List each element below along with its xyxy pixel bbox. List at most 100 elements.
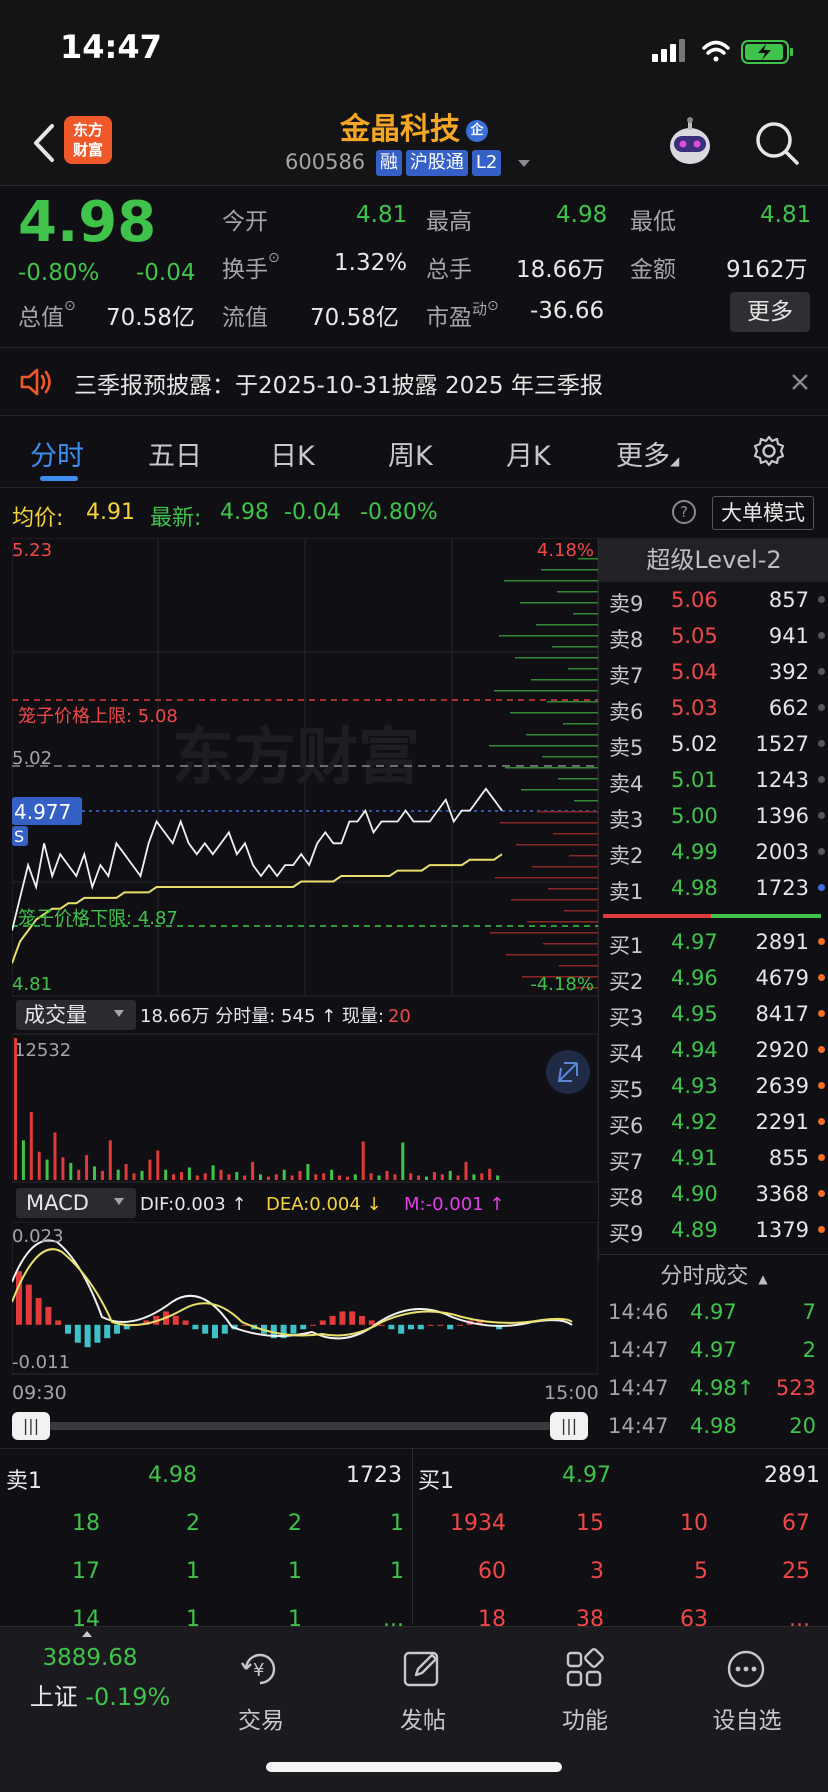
volume-bar xyxy=(172,1174,176,1180)
bid-row[interactable]: 买6 4.92 2291 xyxy=(599,1104,828,1140)
volume-bar xyxy=(369,1173,373,1180)
home-indicator xyxy=(266,1762,562,1772)
ask-row[interactable]: 卖6 5.03 662 xyxy=(599,690,828,726)
stock-title[interactable]: 金晶科技企 xyxy=(0,104,828,148)
ask-volume: 1723 xyxy=(755,876,809,900)
pe-value: -36.66 xyxy=(530,298,605,324)
depth-bar xyxy=(531,679,598,681)
volume-bar xyxy=(251,1161,255,1180)
scroll-left-handle[interactable]: ||| xyxy=(12,1412,50,1440)
volume-bar xyxy=(219,1169,223,1180)
low-label: 最低 xyxy=(630,209,676,235)
tab-monthly-k[interactable]: 月K xyxy=(506,441,551,472)
volume-bar xyxy=(322,1173,326,1180)
ask-row[interactable]: 卖4 5.01 1243 xyxy=(599,762,828,798)
level2-order-book: 超级Level-2 卖9 5.06 857 卖8 5.05 941 卖7 5.04 392 卖6 5… xyxy=(598,538,828,1289)
bid-row[interactable]: 买8 4.90 3368 xyxy=(599,1176,828,1212)
tab-weekly-k[interactable]: 周K xyxy=(388,441,433,472)
order-dot-icon xyxy=(818,938,825,945)
pe-sup: 动 xyxy=(472,300,488,318)
price-line xyxy=(12,787,503,931)
more-quote-button[interactable]: 更多 xyxy=(730,292,810,332)
depth-bar xyxy=(516,844,598,846)
tab-five-day[interactable]: 五日 xyxy=(148,441,202,472)
volume-bar xyxy=(298,1170,302,1180)
nav-functions[interactable]: 功能 xyxy=(502,1627,668,1747)
ask-row[interactable]: 卖8 5.05 941 xyxy=(599,618,828,654)
trade-row: 14:47 4.97 2 xyxy=(598,1334,828,1370)
chart-watermark: 东方财富 xyxy=(172,720,420,793)
bid-row[interactable]: 买9 4.89 1379 xyxy=(599,1212,828,1248)
macd-bar xyxy=(457,1324,463,1326)
chart-range-scrollbar[interactable]: ||| ||| xyxy=(12,1412,588,1440)
tab-intraday[interactable]: 分时 xyxy=(30,441,84,472)
ask-row[interactable]: 卖7 5.04 392 xyxy=(599,654,828,690)
macd-min-label: -0.011 xyxy=(12,1352,70,1373)
ask-row[interactable]: 卖3 5.00 1396 xyxy=(599,798,828,834)
ask-row[interactable]: 卖2 4.99 2003 xyxy=(599,834,828,870)
mcap-value: 70.58亿 xyxy=(106,305,195,331)
macd-bar xyxy=(496,1324,503,1330)
macd-bar xyxy=(55,1320,62,1325)
trade-row: 14:47 4.98↑ 523 xyxy=(598,1372,828,1408)
macd-bar xyxy=(35,1298,42,1325)
bid-row[interactable]: 买4 4.94 2920 xyxy=(599,1032,828,1068)
volume-bar xyxy=(243,1175,247,1180)
help-icon[interactable]: ? xyxy=(672,500,696,524)
ask-price: 5.05 xyxy=(671,624,718,648)
stock-code: 600586 xyxy=(285,150,366,174)
nav-post[interactable]: 发帖 xyxy=(340,1627,506,1747)
bid-row[interactable]: 买5 4.93 2639 xyxy=(599,1068,828,1104)
nav-trade[interactable]: ¥ 交易 xyxy=(178,1627,344,1747)
bid-price: 4.91 xyxy=(671,1146,718,1170)
tag-connect: 沪股通 xyxy=(405,150,468,176)
big-order-mode-button[interactable]: 大单模式 xyxy=(712,496,814,530)
volume-bar xyxy=(124,1164,128,1180)
high-value: 4.98 xyxy=(556,202,608,228)
depth-bar xyxy=(536,624,598,626)
ask-row[interactable]: 卖5 5.02 1527 xyxy=(599,726,828,762)
depth-bar xyxy=(495,877,598,879)
search-icon[interactable] xyxy=(752,118,802,168)
depth-ask-cell: 17 xyxy=(72,1559,100,1584)
notice-banner[interactable]: 三季报预披露：于2025-10-31披露 2025 年三季报 xyxy=(0,348,828,416)
settings-gear-icon[interactable] xyxy=(752,434,786,468)
volume-bar xyxy=(45,1159,49,1180)
volume-bar xyxy=(100,1170,104,1180)
tab-more[interactable]: 更多◢ xyxy=(616,441,680,472)
bid-volume: 2291 xyxy=(755,1110,809,1134)
bid-row[interactable]: 买2 4.96 4679 xyxy=(599,960,828,996)
bid-row[interactable]: 买1 4.97 2891 xyxy=(599,924,828,960)
ask-volume: 1243 xyxy=(755,768,809,792)
nav-index[interactable]: 3889.68 上证 -0.19% xyxy=(0,1627,170,1747)
amount-label: 金额 xyxy=(630,257,676,283)
macd-bar xyxy=(417,1324,424,1330)
depth-bar xyxy=(564,910,598,912)
change-percent: -0.80% xyxy=(18,260,100,286)
ask-row[interactable]: 卖9 5.06 857 xyxy=(599,582,828,618)
macd-bar xyxy=(427,1324,434,1326)
back-icon[interactable] xyxy=(26,118,66,168)
bid-price: 4.92 xyxy=(671,1110,718,1134)
scroll-right-handle[interactable]: ||| xyxy=(550,1412,588,1440)
bid-row[interactable]: 买3 4.95 8417 xyxy=(599,996,828,1032)
bid-strength-bar xyxy=(711,914,821,918)
robot-assistant-icon[interactable] xyxy=(664,116,716,168)
level2-title[interactable]: 超级Level-2 xyxy=(599,538,828,582)
depth-bar xyxy=(557,591,598,593)
app-logo[interactable]: 东方 财富 xyxy=(64,116,112,164)
wifi-icon xyxy=(702,40,730,62)
close-icon[interactable] xyxy=(790,372,810,392)
status-icons xyxy=(652,39,793,64)
intraday-chart[interactable]: 东方财富 5.23 4.18% 笼子价格上限: 5.08 5.02 4.977 … xyxy=(12,538,598,1260)
trades-title[interactable]: 分时成交 ▲ xyxy=(660,1264,768,1289)
mcap-label: 总值⊙ xyxy=(18,298,76,331)
ask-row[interactable]: 卖1 4.98 1723 xyxy=(599,870,828,906)
bid-row[interactable]: 买7 4.91 855 xyxy=(599,1140,828,1176)
tag-l2: L2 xyxy=(471,150,502,176)
stock-subtitle[interactable]: 600586 融沪股通 L2 xyxy=(285,150,531,176)
tab-daily-k[interactable]: 日K xyxy=(270,441,315,472)
depth-bar xyxy=(578,558,598,560)
nav-watchlist[interactable]: 设自选 xyxy=(664,1627,828,1747)
order-dot-icon xyxy=(818,1226,825,1233)
